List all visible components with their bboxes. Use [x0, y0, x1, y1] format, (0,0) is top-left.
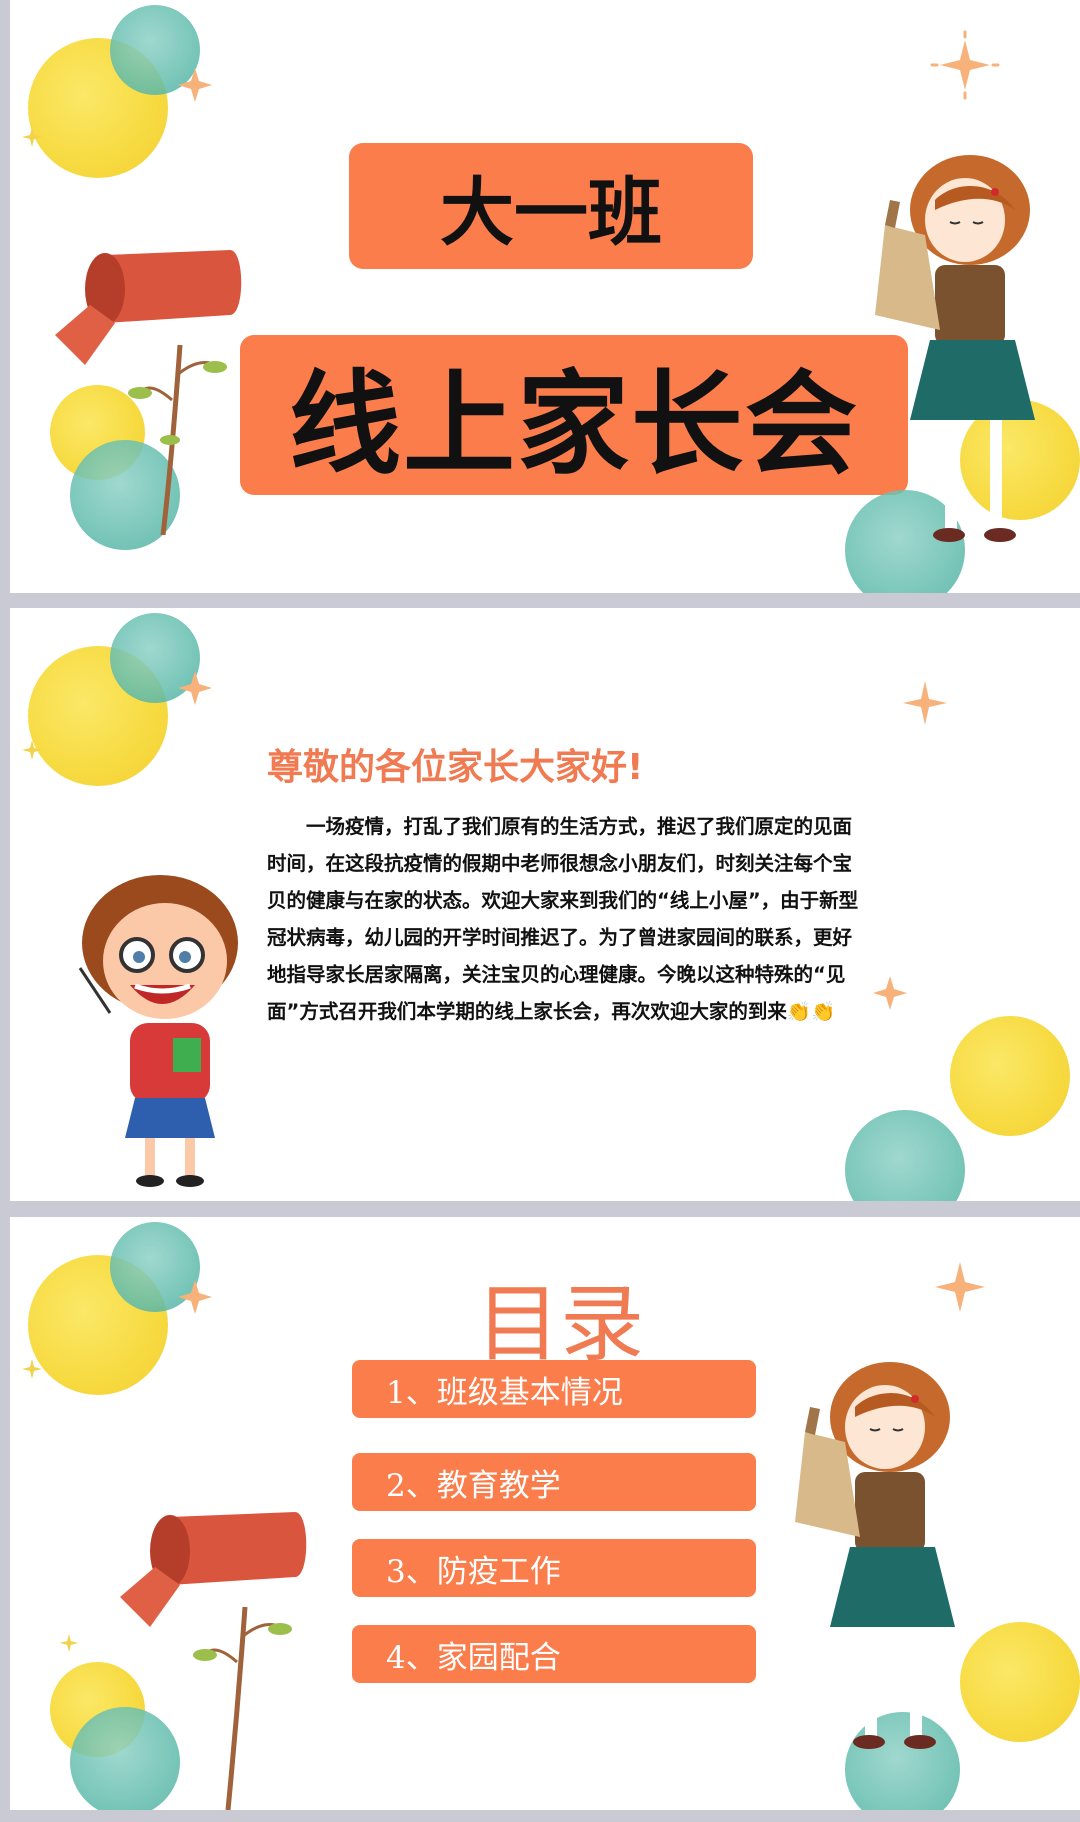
toc-item: 3、防疫工作 [352, 1539, 756, 1597]
mailbox-illustration [120, 1512, 307, 1810]
sparkle-icon [59, 1633, 79, 1653]
sparkle-icon [930, 30, 1000, 100]
teal-blob [70, 1707, 180, 1810]
teacher-illustration [78, 875, 238, 1187]
slide-toc: 目录 1、班级基本情况 2、教育教学 3、防疫工作 4、家园配合 [10, 1217, 1080, 1810]
toc-item: 1、班级基本情况 [352, 1360, 756, 1418]
sparkle-icon [935, 1262, 985, 1312]
teal-blob [845, 1110, 965, 1201]
slide-title: 大一班 线上家长会 [10, 0, 1080, 593]
teal-blob [845, 1712, 960, 1810]
sparkle-icon [22, 1359, 42, 1379]
yellow-blob [960, 1622, 1080, 1742]
mailbox-illustration [55, 250, 242, 535]
toc-item: 4、家园配合 [352, 1625, 756, 1683]
meeting-title: 线上家长会 [289, 360, 859, 490]
slide-greeting: 尊敬的各位家长大家好! 一场疫情，打乱了我们原有的生活方式，推迟了我们原定的见面… [10, 608, 1080, 1201]
sparkle-icon [22, 127, 42, 147]
girl-illustration [795, 1362, 955, 1749]
toc-item: 2、教育教学 [352, 1453, 756, 1511]
sparkle-icon [873, 976, 907, 1010]
greeting-heading: 尊敬的各位家长大家好! [267, 747, 644, 788]
teal-blob [110, 5, 200, 95]
toc-title: 目录 [475, 1275, 644, 1373]
meeting-title-banner: 线上家长会 [240, 335, 908, 495]
girl-illustration [875, 155, 1035, 542]
class-name-banner: 大一班 [349, 143, 753, 269]
yellow-blob [950, 1016, 1070, 1136]
sparkle-icon [178, 671, 212, 705]
sparkle-icon [903, 681, 947, 725]
class-name: 大一班 [440, 169, 662, 256]
sparkle-icon [178, 1280, 212, 1314]
welcome-paragraph: 一场疫情，打乱了我们原有的生活方式，推迟了我们原定的见面时间，在这段抗疫情的假期… [267, 815, 859, 1023]
sparkle-icon [178, 68, 212, 102]
sparkle-icon [22, 740, 42, 760]
